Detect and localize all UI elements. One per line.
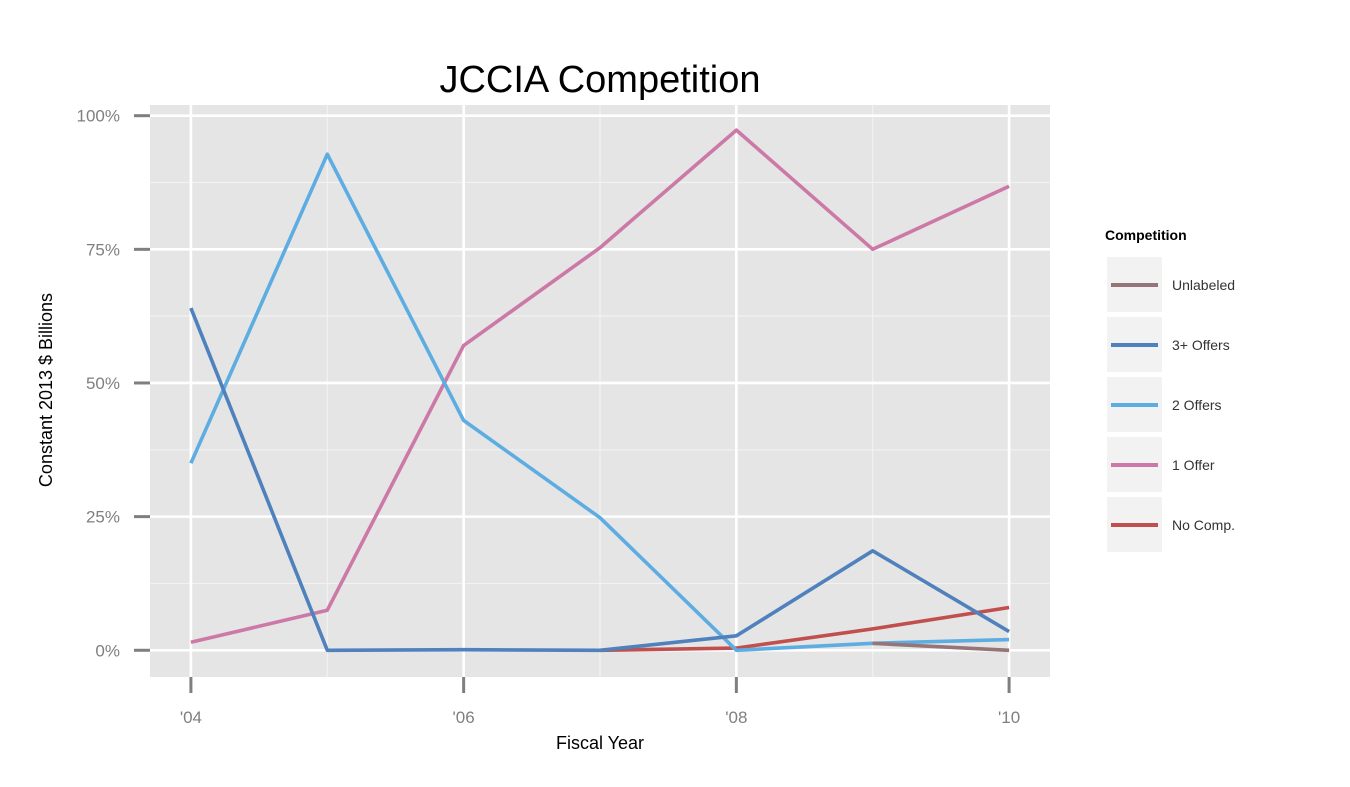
y-axis-title: Constant 2013 $ Billions — [36, 293, 56, 487]
legend-label-2-offers: 2 Offers — [1172, 397, 1222, 413]
series-line-unlabeled — [872, 641, 1010, 653]
y-tick-label: 75% — [86, 240, 120, 259]
x-tick-label: '10 — [998, 708, 1020, 727]
y-axis: 0% 25% 50% 75% 100% — [77, 107, 150, 660]
series-line-1-offer — [190, 128, 1010, 645]
y-tick-label: 25% — [86, 508, 120, 527]
legend-label-1-offer: 1 Offer — [1172, 457, 1215, 473]
y-tick-label: 0% — [95, 641, 120, 660]
legend-label-unlabeled: Unlabeled — [1172, 277, 1235, 293]
x-axis: '04 '06 '08 '10 — [180, 677, 1020, 727]
x-tick-label: '06 — [453, 708, 475, 727]
y-tick-label: 100% — [77, 107, 120, 126]
legend-items: Unlabeled 3+ Offers 2 Offers 1 Offer No Comp… — [1107, 257, 1235, 552]
x-tick-label: '04 — [180, 708, 202, 727]
series-line-no-comp — [599, 605, 1010, 653]
series-layer — [189, 128, 1011, 653]
legend: Competition Unlabeled 3+ Offers 2 Offers 1 … — [1105, 227, 1235, 552]
x-axis-title: Fiscal Year — [556, 733, 644, 753]
y-tick-label: 50% — [86, 374, 120, 393]
series-line-3-offers — [189, 307, 1011, 653]
legend-label-no-comp: No Comp. — [1172, 517, 1235, 533]
chart-title: JCCIA Competition — [439, 59, 760, 101]
legend-title: Competition — [1105, 227, 1187, 243]
legend-label-3-offers: 3+ Offers — [1172, 337, 1230, 353]
x-tick-label: '08 — [725, 708, 747, 727]
